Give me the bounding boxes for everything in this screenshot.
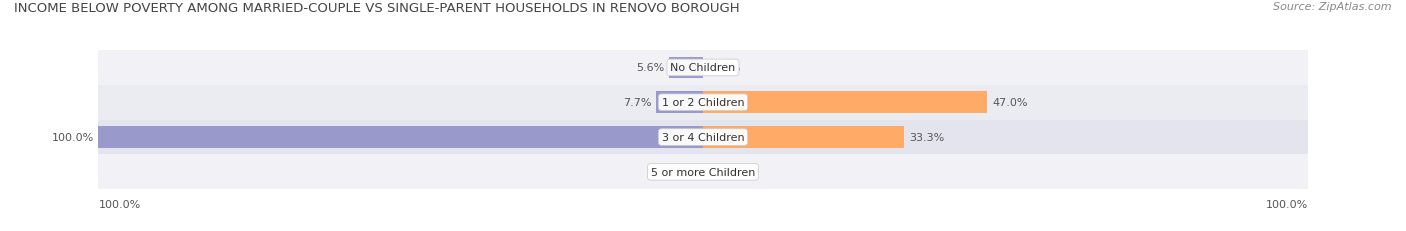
Text: 0.0%: 0.0% <box>665 167 695 177</box>
Bar <box>657 92 703 113</box>
Text: 1 or 2 Children: 1 or 2 Children <box>662 98 744 108</box>
Bar <box>98 120 1308 155</box>
Bar <box>669 57 703 79</box>
Text: 7.7%: 7.7% <box>623 98 651 108</box>
Bar <box>98 155 1308 189</box>
Text: 100.0%: 100.0% <box>1265 199 1308 209</box>
Text: 0.0%: 0.0% <box>711 167 741 177</box>
Text: 0.0%: 0.0% <box>711 63 741 73</box>
Bar <box>98 85 1308 120</box>
Text: 100.0%: 100.0% <box>98 199 141 209</box>
Bar <box>98 51 1308 85</box>
Bar <box>703 92 987 113</box>
Bar <box>703 127 904 148</box>
Text: 100.0%: 100.0% <box>52 132 94 143</box>
Text: 3 or 4 Children: 3 or 4 Children <box>662 132 744 143</box>
Text: INCOME BELOW POVERTY AMONG MARRIED-COUPLE VS SINGLE-PARENT HOUSEHOLDS IN RENOVO : INCOME BELOW POVERTY AMONG MARRIED-COUPL… <box>14 2 740 15</box>
Bar <box>98 127 703 148</box>
Text: No Children: No Children <box>671 63 735 73</box>
Text: 5.6%: 5.6% <box>636 63 664 73</box>
Text: 47.0%: 47.0% <box>993 98 1028 108</box>
Text: 5 or more Children: 5 or more Children <box>651 167 755 177</box>
Text: 33.3%: 33.3% <box>910 132 945 143</box>
Text: Source: ZipAtlas.com: Source: ZipAtlas.com <box>1274 2 1392 12</box>
